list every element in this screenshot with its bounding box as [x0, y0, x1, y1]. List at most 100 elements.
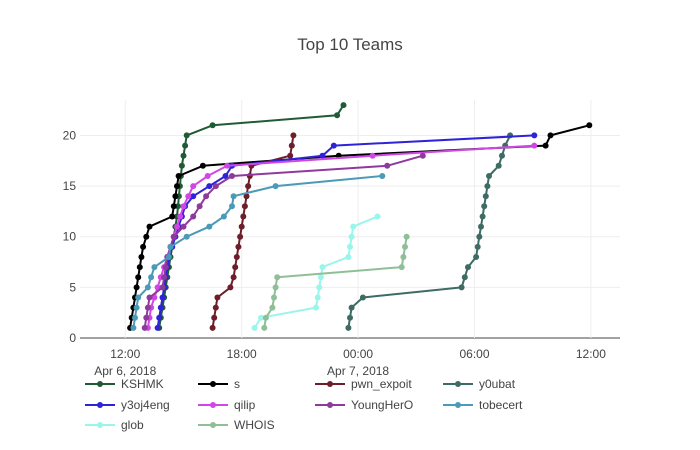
data-point[interactable] — [165, 254, 172, 260]
data-point[interactable] — [237, 233, 244, 240]
data-point[interactable] — [348, 233, 355, 240]
data-point[interactable] — [146, 223, 153, 230]
data-point[interactable] — [542, 142, 549, 149]
data-point[interactable] — [144, 304, 151, 311]
data-point[interactable] — [465, 264, 471, 271]
data-point[interactable] — [261, 324, 268, 331]
data-point[interactable] — [170, 203, 177, 210]
data-point[interactable] — [478, 223, 484, 230]
data-point[interactable] — [220, 213, 227, 220]
data-point[interactable] — [140, 243, 147, 250]
legend-item[interactable]: KSHMK — [85, 377, 164, 391]
data-point[interactable] — [209, 324, 216, 331]
data-point[interactable] — [586, 122, 593, 129]
data-point[interactable] — [474, 243, 481, 250]
data-point[interactable] — [185, 193, 192, 200]
data-point[interactable] — [319, 264, 326, 271]
data-point[interactable] — [499, 152, 505, 159]
data-point[interactable] — [135, 294, 142, 301]
data-point[interactable] — [479, 213, 486, 220]
data-point[interactable] — [319, 152, 326, 159]
data-point[interactable] — [212, 183, 219, 190]
data-point[interactable] — [313, 304, 319, 311]
data-point[interactable] — [290, 132, 297, 139]
data-point[interactable] — [482, 193, 489, 200]
data-point[interactable] — [177, 213, 184, 220]
data-point[interactable] — [180, 223, 187, 230]
data-point[interactable] — [245, 183, 252, 190]
data-point[interactable] — [209, 122, 216, 129]
data-point[interactable] — [141, 324, 148, 331]
legend-item[interactable]: WHOIS — [198, 418, 275, 432]
data-point[interactable] — [172, 193, 179, 200]
data-point[interactable] — [227, 284, 234, 291]
data-point[interactable] — [269, 304, 276, 311]
data-point[interactable] — [224, 162, 231, 169]
data-point[interactable] — [157, 304, 164, 311]
data-point[interactable] — [211, 314, 218, 321]
data-point[interactable] — [495, 162, 502, 169]
data-point[interactable] — [330, 142, 337, 149]
data-point[interactable] — [374, 213, 381, 220]
data-point[interactable] — [138, 254, 145, 260]
data-point[interactable] — [476, 233, 483, 240]
data-point[interactable] — [274, 274, 281, 281]
data-point[interactable] — [174, 183, 180, 190]
data-point[interactable] — [132, 314, 138, 321]
legend-item[interactable]: s — [198, 377, 240, 391]
data-point[interactable] — [348, 304, 355, 311]
data-point[interactable] — [130, 324, 137, 331]
data-point[interactable] — [314, 294, 321, 301]
data-point[interactable] — [214, 294, 221, 301]
data-point[interactable] — [531, 132, 538, 139]
data-point[interactable] — [229, 173, 235, 179]
data-point[interactable] — [241, 203, 248, 210]
data-point[interactable] — [175, 203, 181, 210]
legend-item[interactable]: YoungHerO — [315, 398, 413, 412]
data-point[interactable] — [133, 304, 140, 311]
data-point[interactable] — [204, 173, 211, 179]
legend-item[interactable]: y0ubat — [443, 377, 516, 391]
data-point[interactable] — [154, 324, 161, 331]
data-point[interactable] — [272, 183, 279, 190]
data-point[interactable] — [473, 254, 480, 260]
data-point[interactable] — [156, 314, 163, 321]
data-point[interactable] — [170, 233, 177, 240]
data-point[interactable] — [229, 203, 235, 210]
data-point[interactable] — [169, 213, 176, 220]
data-point[interactable] — [531, 142, 538, 149]
data-point[interactable] — [167, 243, 174, 250]
data-point[interactable] — [243, 193, 250, 200]
data-point[interactable] — [379, 173, 386, 179]
data-point[interactable] — [183, 132, 190, 139]
data-point[interactable] — [190, 183, 197, 190]
data-point[interactable] — [316, 284, 323, 291]
data-point[interactable] — [481, 203, 488, 210]
data-point[interactable] — [398, 264, 405, 271]
data-point[interactable] — [345, 254, 352, 260]
data-point[interactable] — [206, 223, 213, 230]
data-point[interactable] — [148, 274, 155, 281]
data-point[interactable] — [161, 274, 168, 281]
data-point[interactable] — [203, 193, 210, 200]
data-point[interactable] — [334, 112, 341, 119]
data-point[interactable] — [190, 193, 197, 200]
data-point[interactable] — [271, 294, 277, 301]
data-point[interactable] — [400, 254, 407, 260]
data-point[interactable] — [212, 304, 219, 311]
data-point[interactable] — [180, 203, 187, 210]
data-point[interactable] — [143, 314, 150, 321]
data-point[interactable] — [350, 223, 357, 230]
legend-item[interactable]: y3oj4eng — [85, 398, 170, 412]
data-point[interactable] — [196, 203, 203, 210]
data-point[interactable] — [162, 264, 169, 271]
data-point[interactable] — [182, 142, 189, 149]
data-point[interactable] — [159, 294, 166, 301]
legend-item[interactable]: pwn_expoit — [315, 377, 412, 391]
legend-item[interactable]: tobecert — [443, 398, 523, 412]
legend-item[interactable]: qilip — [198, 398, 256, 412]
data-point[interactable] — [238, 223, 245, 230]
data-point[interactable] — [369, 152, 376, 159]
data-point[interactable] — [143, 233, 150, 240]
data-point[interactable] — [230, 193, 237, 200]
